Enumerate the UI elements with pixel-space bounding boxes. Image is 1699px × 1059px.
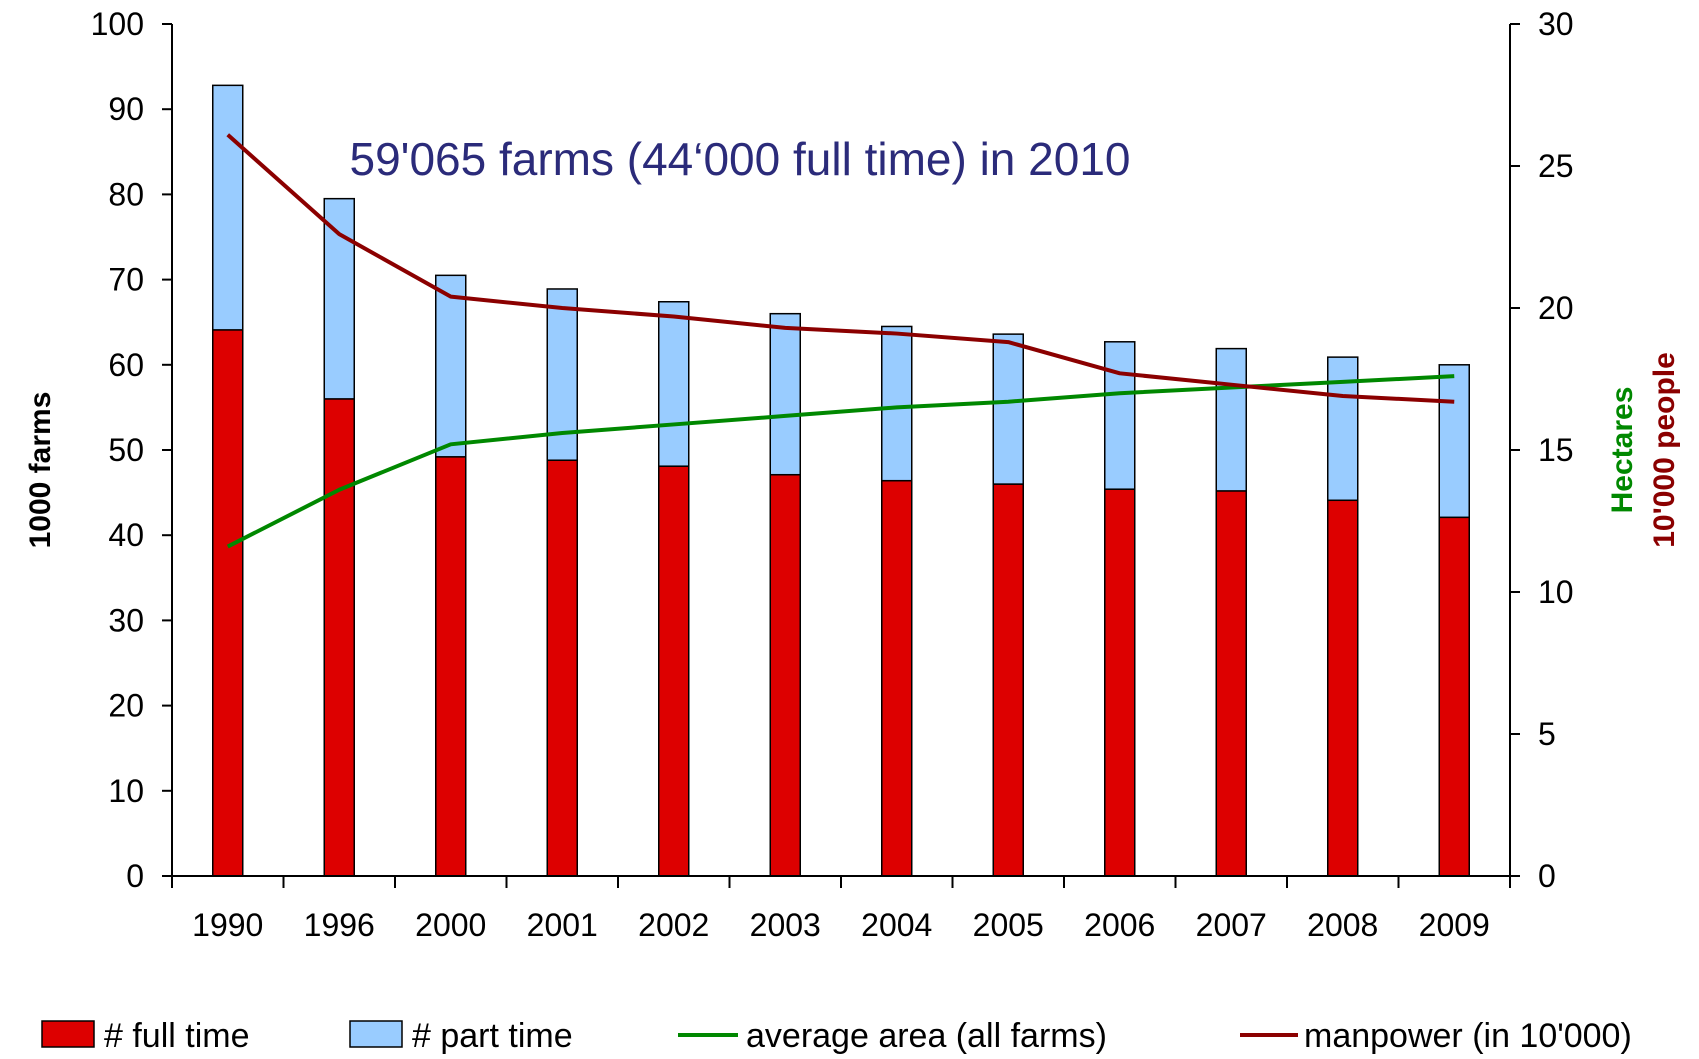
bar-full-time: [1215, 490, 1247, 877]
bar-full-time: [1104, 488, 1136, 877]
legend-swatch-part-time: [349, 1020, 403, 1048]
y-left-tick-label: 60: [108, 347, 144, 383]
lines-layer: [226, 133, 1455, 549]
y-right-tick-label: 30: [1538, 6, 1574, 42]
bar-part-time: [323, 197, 355, 400]
y-right-tick-label: 5: [1538, 716, 1556, 752]
x-tick-label: 1996: [304, 907, 375, 943]
y-left-tick-label: 40: [108, 517, 144, 553]
bar-full-time: [212, 329, 244, 877]
bar-part-time: [435, 274, 467, 458]
line-average-area: [226, 374, 1455, 549]
bar-full-time: [769, 473, 801, 877]
y-right-tick-label: 10: [1538, 574, 1574, 610]
bar-full-time: [435, 456, 467, 877]
legend-label-full-time: # full time: [104, 1017, 250, 1055]
bar-part-time: [1327, 356, 1359, 502]
y-right-axis-label-hectares: Hectares: [1606, 387, 1639, 514]
bar-full-time: [1327, 499, 1359, 877]
bar-full-time: [992, 483, 1024, 877]
bar-part-time: [992, 333, 1024, 485]
y-left-tick-label: 90: [108, 91, 144, 127]
bar-part-time: [881, 325, 913, 482]
y-left-tick-label: 70: [108, 262, 144, 298]
x-tick-label: 1990: [192, 907, 263, 943]
x-tick-label: 2006: [1084, 907, 1155, 943]
bars-layer: [212, 84, 1470, 877]
x-tick-label: 2008: [1307, 907, 1378, 943]
x-tick-label: 2004: [861, 907, 932, 943]
bar-full-time: [323, 398, 355, 877]
legend: # full time # part time average area (al…: [41, 1017, 1632, 1055]
y-right-tick-label: 0: [1538, 858, 1556, 894]
legend-label-manpower: manpower (in 10'000): [1304, 1017, 1632, 1055]
y-right-tick-label: 15: [1538, 432, 1574, 468]
bar-part-time: [1215, 347, 1247, 492]
bar-part-time: [658, 301, 690, 467]
x-tick-label: 2002: [638, 907, 709, 943]
line-manpower: [226, 133, 1455, 404]
y-left-tick-label: 10: [108, 773, 144, 809]
bar-part-time: [1438, 364, 1470, 519]
y-left-tick-label: 50: [108, 432, 144, 468]
bar-part-time: [1104, 341, 1136, 490]
legend-label-part-time: # part time: [412, 1017, 573, 1055]
annotation-text: 59'065 farms (44‘000 full time) in 2010: [350, 133, 1131, 185]
y-left-axis-label: 1000 farms: [24, 392, 57, 549]
x-tick-label: 2007: [1196, 907, 1267, 943]
bar-part-time: [769, 312, 801, 476]
bar-full-time: [881, 479, 913, 877]
legend-label-average-area: average area (all farms): [746, 1017, 1107, 1055]
y-right-tick-label: 20: [1538, 290, 1574, 326]
x-tick-label: 2000: [415, 907, 486, 943]
y-right-tick-label: 25: [1538, 148, 1574, 184]
y-left-tick-label: 30: [108, 602, 144, 638]
bar-full-time: [1438, 516, 1470, 877]
x-tick-label: 2005: [973, 907, 1044, 943]
y-left-tick-label: 0: [126, 858, 144, 894]
bar-full-time: [546, 459, 578, 877]
ticks-layer: 0 10 20 30 40 50 60 70 80 90 100 0 5 10 15 20 25 30 1990 19…: [91, 6, 1574, 943]
y-left-tick-label: 20: [108, 688, 144, 724]
bar-part-time: [212, 84, 244, 331]
x-tick-label: 2009: [1419, 907, 1490, 943]
y-right-axis-label-people: 10'000 people: [1648, 352, 1681, 548]
x-tick-label: 2003: [750, 907, 821, 943]
bar-full-time: [658, 465, 690, 877]
y-left-tick-label: 80: [108, 176, 144, 212]
legend-swatch-full-time: [41, 1020, 95, 1048]
x-tick-label: 2001: [527, 907, 598, 943]
y-left-tick-label: 100: [91, 6, 144, 42]
